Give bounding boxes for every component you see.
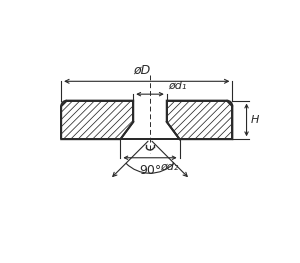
Text: øD: øD [134,64,151,77]
Text: H: H [251,115,260,125]
Text: 90°: 90° [139,164,161,177]
Text: ød₁: ød₁ [168,80,186,90]
Text: ød₂: ød₂ [160,162,179,172]
